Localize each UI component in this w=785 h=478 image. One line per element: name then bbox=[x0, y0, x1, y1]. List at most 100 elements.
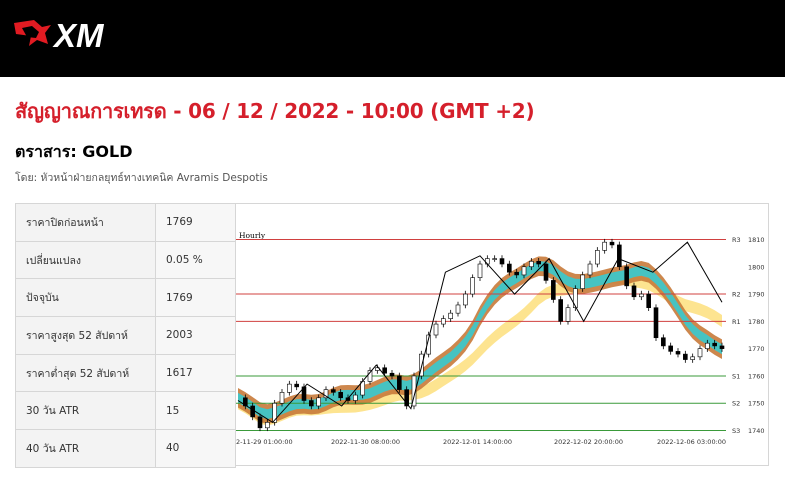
timeframe-label: Hourly bbox=[239, 231, 266, 240]
candle-body bbox=[543, 263, 549, 281]
candle-body bbox=[573, 288, 578, 309]
stats-label: ราคาต่ำสุด 52 สัปดาห์ bbox=[15, 353, 156, 393]
level-label-s2: S2 bbox=[732, 400, 740, 408]
candle-body bbox=[551, 280, 556, 300]
stats-label: 30 วัน ATR bbox=[15, 391, 156, 431]
page-title: สัญญาณการเทรด - 06 / 12 / 2022 - 10:00 (… bbox=[15, 99, 535, 123]
x-tick-label: 2022-11-30 08:00:00 bbox=[331, 438, 400, 446]
candle-body bbox=[404, 389, 409, 407]
y-tick-label: 1810 bbox=[748, 236, 765, 244]
stats-row: ราคาปิดก่อนหน้า 1769 bbox=[15, 203, 236, 242]
x-tick-label: 2-11-29 01:00:00 bbox=[236, 438, 293, 446]
xm-logo[interactable]: XM bbox=[12, 16, 132, 52]
stats-row: 30 วัน ATR 15 bbox=[15, 391, 236, 431]
candle-body bbox=[661, 337, 666, 347]
chart-svg: Hourly R3 R2 R1 S1 S2 S3 1740 1750 1760 1770 1780 17… bbox=[236, 231, 765, 446]
candle-body bbox=[441, 318, 446, 325]
candle-body bbox=[580, 274, 585, 289]
candle-body bbox=[389, 372, 395, 377]
candle-body bbox=[705, 342, 710, 349]
candle-body bbox=[448, 312, 453, 319]
candle-body bbox=[602, 241, 607, 251]
candle-body bbox=[639, 293, 644, 298]
candle-body bbox=[653, 307, 659, 339]
candle-body bbox=[250, 405, 255, 418]
candle-body bbox=[514, 271, 519, 276]
x-tick-label: 2022-12-02 20:00:00 bbox=[554, 438, 623, 446]
stats-value: 40 bbox=[155, 429, 236, 468]
stats-row: ราคาต่ำสุด 52 สัปดาห์ 1617 bbox=[15, 353, 236, 393]
candle-body bbox=[287, 383, 292, 393]
stats-label: ราคาปิดก่อนหน้า bbox=[15, 203, 156, 242]
candle-body bbox=[609, 241, 615, 246]
y-tick-label: 1760 bbox=[748, 372, 765, 380]
candle-body bbox=[565, 307, 571, 322]
candle-body bbox=[507, 263, 512, 273]
y-tick-label: 1740 bbox=[748, 427, 765, 435]
stats-value: 15 bbox=[155, 391, 236, 431]
candle-body bbox=[690, 356, 695, 360]
candle-body bbox=[675, 351, 681, 355]
candle-body bbox=[536, 260, 541, 265]
candle-body bbox=[558, 299, 563, 322]
price-chart: Hourly R3 R2 R1 S1 S2 S3 1740 1750 1760 1770 1780 17… bbox=[235, 203, 769, 466]
stats-value: 0.05 % bbox=[155, 240, 236, 280]
y-tick-label: 1790 bbox=[748, 291, 765, 299]
candle-body bbox=[587, 263, 593, 276]
candle-body bbox=[668, 345, 673, 352]
candle-body bbox=[712, 342, 717, 347]
stats-label: 40 วัน ATR bbox=[15, 429, 156, 468]
candle-body bbox=[683, 353, 688, 360]
candle-body bbox=[433, 323, 439, 336]
candle-body bbox=[294, 383, 299, 388]
yellow-band bbox=[238, 271, 722, 426]
candle-body bbox=[631, 285, 637, 298]
stats-row: ราคาสูงสุด 52 สัปดาห์ 2003 bbox=[15, 316, 236, 355]
candle-body bbox=[419, 353, 424, 377]
candle-body bbox=[595, 250, 600, 265]
candle-body bbox=[617, 244, 622, 268]
stats-row: 40 วัน ATR 40 bbox=[15, 429, 236, 468]
author-line: โดย: หัวหน้าฝ่ายกลยุทธ์ทางเทคนิค Avramis… bbox=[15, 172, 268, 184]
candle-body bbox=[697, 348, 703, 358]
level-label-s1: S1 bbox=[732, 372, 740, 380]
stats-table: ราคาปิดก่อนหน้า 1769 เปลี่ยนแปลง 0.05 % ปัจจ… bbox=[15, 203, 236, 468]
stats-row: เปลี่ยนแปลง 0.05 % bbox=[15, 240, 236, 280]
candle-body bbox=[323, 389, 329, 399]
candle-body bbox=[353, 394, 358, 401]
stats-label: เปลี่ยนแปลง bbox=[15, 240, 156, 280]
candle-body bbox=[316, 397, 321, 407]
x-tick-label: 2022-12-01 14:00:00 bbox=[443, 438, 512, 446]
stats-value: 1769 bbox=[155, 278, 236, 318]
y-tick-label: 1800 bbox=[748, 263, 765, 271]
candle-body bbox=[521, 266, 527, 276]
candle-body bbox=[624, 266, 629, 287]
candle-body bbox=[265, 422, 270, 429]
candle-body bbox=[243, 397, 248, 407]
candle-body bbox=[470, 277, 475, 295]
y-tick-label: 1780 bbox=[748, 318, 765, 326]
stats-value: 2003 bbox=[155, 316, 236, 355]
logo-text: XM bbox=[52, 17, 105, 52]
candle-body bbox=[382, 367, 387, 374]
candle-body bbox=[455, 304, 461, 314]
level-label-r3: R3 bbox=[732, 236, 741, 244]
stats-value: 1769 bbox=[155, 203, 236, 242]
level-label-r1: R1 bbox=[732, 318, 741, 326]
candle-body bbox=[411, 375, 417, 407]
y-tick-label: 1770 bbox=[748, 345, 765, 353]
candle-body bbox=[529, 260, 534, 268]
stats-row: ปัจจุบัน 1769 bbox=[15, 278, 236, 318]
level-label-r2: R2 bbox=[732, 291, 741, 299]
candle-body bbox=[279, 392, 285, 404]
brown-band bbox=[238, 256, 722, 424]
level-label-s3: S3 bbox=[732, 427, 740, 435]
candle-body bbox=[477, 263, 483, 278]
candle-body bbox=[646, 293, 651, 309]
stats-label: ราคาสูงสุด 52 สัปดาห์ bbox=[15, 316, 156, 355]
candle-body bbox=[367, 370, 373, 382]
candle-body bbox=[492, 258, 497, 260]
candle-body bbox=[499, 258, 505, 265]
candle-body bbox=[331, 389, 336, 393]
stats-value: 1617 bbox=[155, 353, 236, 393]
